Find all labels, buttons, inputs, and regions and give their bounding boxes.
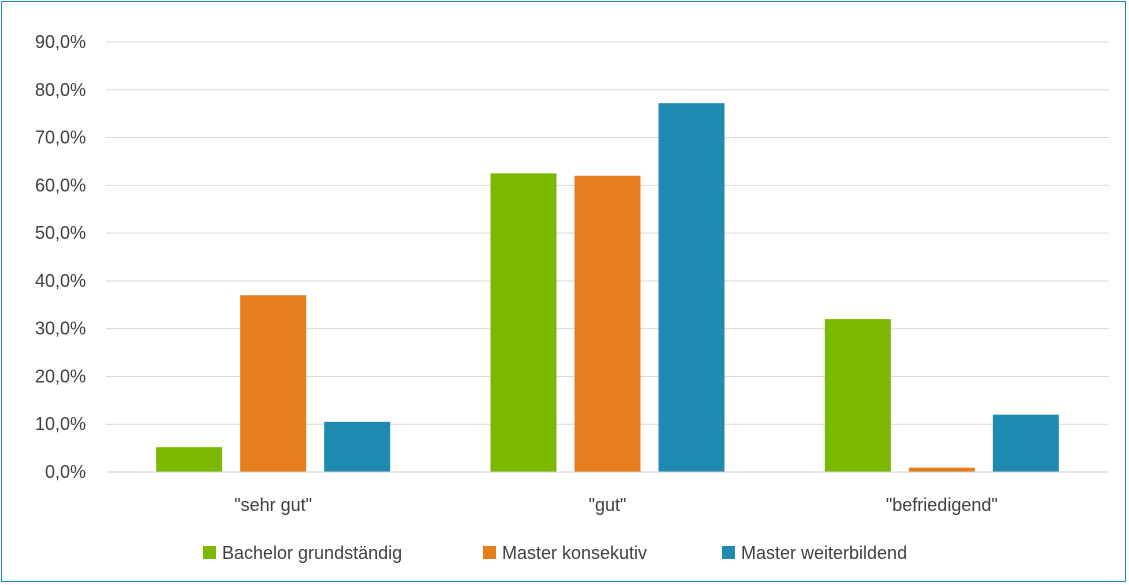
x-tick-label: "sehr gut" [234,495,312,515]
legend-swatch [722,546,735,559]
x-tick-label: "befriedigend" [886,495,998,515]
legend-label: Bachelor grundständig [222,543,402,563]
category-labels: "sehr gut" "gut" "befriedigend" [234,495,998,515]
bar [240,295,307,472]
y-tick-label: 0,0% [45,462,86,482]
legend: Bachelor grundständig Master konsekutiv Ma… [203,543,907,563]
bar [574,175,641,472]
y-tick-label: 90,0% [35,32,86,52]
bar [156,447,223,472]
legend-swatch [483,546,496,559]
y-tick-label: 40,0% [35,271,86,291]
y-tick-label: 60,0% [35,175,86,195]
y-tick-label: 30,0% [35,319,86,339]
bar [490,173,557,472]
bar [824,319,891,472]
bar [992,414,1059,472]
bars [156,103,1059,473]
y-tick-label: 80,0% [35,80,86,100]
y-axis-ticks: 0,0% 10,0% 20,0% 30,0% 40,0% 50,0% 60,0% 70,0% 8… [35,32,86,482]
y-tick-label: 20,0% [35,366,86,386]
legend-label: Master weiterbildend [741,543,907,563]
legend-swatch [203,546,216,559]
y-tick-label: 70,0% [35,128,86,148]
bar [658,103,725,473]
bar [908,467,975,472]
y-tick-label: 10,0% [35,414,86,434]
x-tick-label: "gut" [589,495,627,515]
bar [324,421,391,472]
legend-label: Master konsekutiv [502,543,647,563]
y-tick-label: 50,0% [35,223,86,243]
